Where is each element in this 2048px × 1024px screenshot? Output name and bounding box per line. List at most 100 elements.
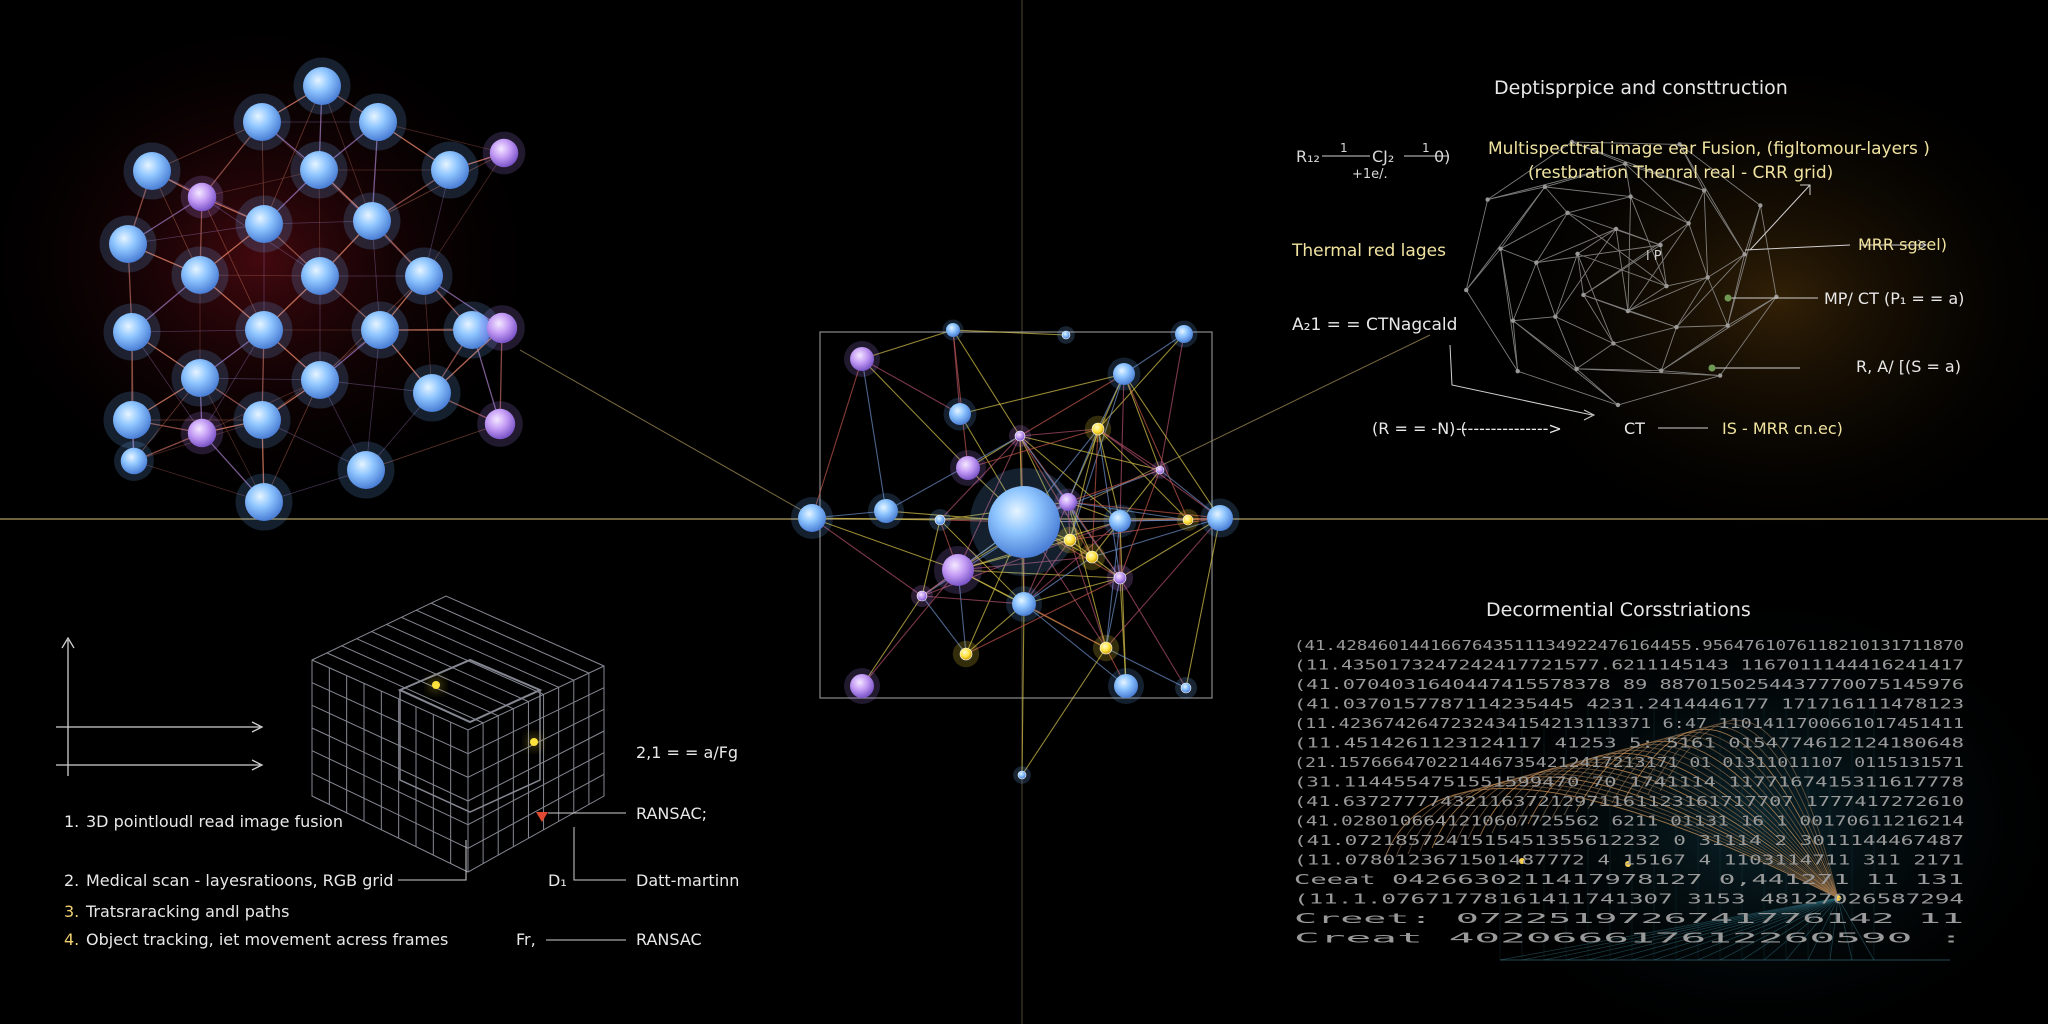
graph-node [956, 456, 980, 480]
mesh-edge [1500, 212, 1568, 250]
grid-ray [1587, 897, 1839, 961]
mesh-edge [1703, 190, 1709, 278]
lattice-node [301, 257, 339, 295]
equation-label: A₂1 = = CTNagcald [1292, 315, 1457, 335]
grid-ray [1609, 897, 1839, 961]
graph-node [1012, 592, 1036, 616]
numeric-row: (41.0704031640447415578378 89 8870150254… [1294, 678, 1964, 693]
mesh-edge [1554, 253, 1578, 317]
mesh-vertex [1615, 402, 1621, 408]
mesh-edge [1583, 222, 1689, 296]
lattice-node [243, 401, 281, 439]
mesh-edge [1512, 320, 1619, 406]
graph-edge [939, 519, 1025, 605]
lattice-edge [423, 152, 505, 277]
graph-edge [861, 358, 969, 469]
graph-edge [1069, 428, 1099, 541]
graph-node [850, 674, 874, 698]
graph-edge [1023, 539, 1071, 605]
graph-node [934, 514, 946, 526]
graph-edge [1105, 520, 1121, 649]
connector-line [1089, 334, 1431, 501]
mesh-vertex [1677, 142, 1682, 147]
marker-d: D₁ [548, 871, 567, 890]
mesh-vertex [1659, 368, 1664, 373]
lattice-node [133, 152, 171, 190]
curve-line [1539, 749, 1839, 899]
graph-edge [1105, 517, 1221, 649]
graph-edge [1097, 428, 1189, 521]
curve-line [1551, 746, 1839, 899]
curve-line [1467, 767, 1839, 899]
numeric-rows: (41.4284601441667643511134922476164455.9… [1294, 639, 1964, 947]
lattice-edge [365, 423, 501, 471]
curve-line [1563, 744, 1839, 899]
lattice-edge [199, 377, 321, 381]
mesh-vertex [1758, 203, 1763, 208]
graph-node [1091, 422, 1105, 436]
graph-edge [1023, 577, 1121, 605]
graph-node [1207, 505, 1233, 531]
mesh-vertex [1574, 366, 1579, 372]
mesh-edge [1577, 253, 1623, 271]
lattice-node [300, 151, 338, 189]
lattice-node [245, 483, 283, 521]
mesh-vertex [1623, 161, 1628, 167]
graph-edge [811, 517, 923, 597]
mesh-edge [1487, 163, 1626, 200]
lattice-node [109, 225, 147, 263]
grid-ray [1675, 897, 1839, 961]
graph-edge [1119, 469, 1161, 579]
mesh-edge [1583, 294, 1614, 344]
lattice-node [353, 202, 391, 240]
mesh-vertex [1705, 275, 1710, 280]
lattice-node [413, 374, 451, 412]
wireframe-cube [311, 595, 605, 873]
lattice-edge [261, 419, 367, 471]
curve-line [1527, 752, 1839, 899]
grid-ray [1763, 897, 1839, 961]
mesh-vertex [1664, 283, 1669, 289]
mesh-edge [1707, 253, 1745, 278]
lattice-edge [131, 331, 135, 462]
mesh-vertex [1611, 341, 1616, 346]
fraction-denominator: +1e/. [1352, 167, 1388, 182]
graph-node [942, 554, 974, 586]
lattice-edge [201, 329, 265, 434]
mesh-edge [1679, 144, 1745, 255]
lattice-edge [131, 329, 265, 333]
mesh-edge [1688, 190, 1705, 224]
bottom-right-curve-mesh [1383, 700, 1950, 961]
marker-fr: Fr, [516, 930, 536, 949]
mesh-edge [1727, 205, 1761, 326]
mesh-edge [1500, 248, 1537, 264]
numeric-row: (41.4284601441667643511134922476164455.9… [1294, 639, 1964, 654]
mesh-edge [1583, 269, 1623, 296]
mesh-edge [1536, 228, 1617, 264]
mesh-edge [1544, 186, 1568, 214]
connector-line [519, 349, 811, 516]
bottom-left-formula: 2,1 = = a/Fg [636, 743, 738, 762]
fraction-c: CJ₂ [1372, 147, 1394, 166]
cube-grid-line [356, 638, 514, 710]
mesh-edge [1513, 316, 1556, 322]
fraction-numerator-1: 1 [1340, 141, 1348, 155]
mesh-edge [1512, 262, 1537, 321]
lattice-edge [201, 169, 320, 198]
graph-node [959, 647, 973, 661]
top-right-callout-lines [1449, 184, 1927, 429]
graph-edge [952, 329, 1021, 437]
graph-edge [1021, 603, 1025, 776]
graph-edge [861, 358, 887, 512]
graph-edge [811, 517, 941, 521]
cube-yellow-point [530, 738, 538, 746]
graph-edge [1123, 373, 1161, 471]
mesh-edge [1536, 244, 1661, 264]
bottom-right-title: Decormential Corsstriations [1486, 599, 1751, 621]
lattice-node [113, 313, 151, 351]
graph-edge [952, 329, 1067, 336]
graph-node [1099, 641, 1113, 655]
graph-node [1059, 493, 1077, 511]
mesh-edge [1676, 325, 1728, 328]
